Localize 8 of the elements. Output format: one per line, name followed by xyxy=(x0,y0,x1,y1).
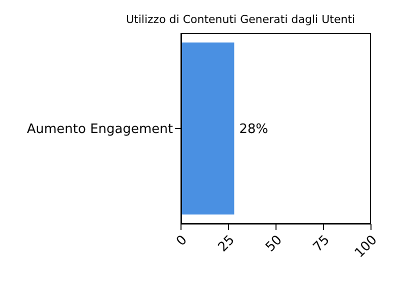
x-tick-label: 50 xyxy=(263,232,286,256)
x-tick-label: 25 xyxy=(216,232,238,256)
x-tick-label: 100 xyxy=(352,232,380,261)
x-tick-label: 75 xyxy=(310,232,333,256)
x-tick-label: 0 xyxy=(174,232,190,250)
chart-title: Utilizzo di Contenuti Generati dagli Utenti xyxy=(126,13,356,26)
y-tick-label: Aumento Engagement xyxy=(26,122,173,138)
data-label: 28% xyxy=(239,122,268,138)
